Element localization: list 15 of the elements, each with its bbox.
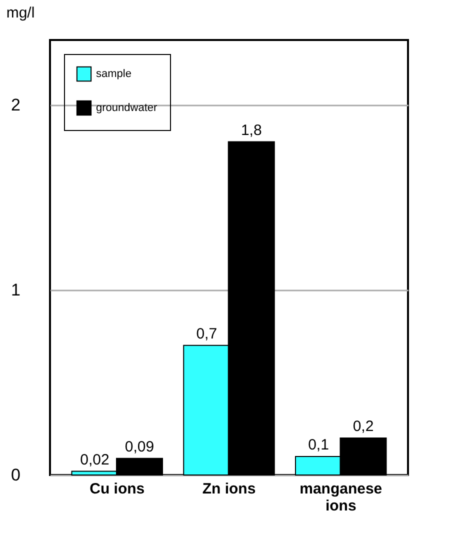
y-axis-title: mg/l (6, 4, 35, 22)
data-label: 0,7 (196, 325, 218, 342)
data-label: 0,02 (80, 451, 110, 468)
data-label: 0,09 (124, 438, 154, 456)
data-label: 0,2 (352, 418, 374, 435)
data-label: 1,8 (240, 122, 262, 139)
y-tick-label: 0 (11, 466, 20, 484)
x-tick-label: manganese ions (300, 480, 382, 514)
legend-label: sample (96, 68, 132, 80)
y-tick-label: 2 (11, 95, 20, 114)
data-label: 0,1 (308, 436, 329, 454)
legend-label: groundwater (96, 102, 158, 114)
x-tick-label: Zn ions (202, 480, 256, 498)
y-tick-label: 1 (11, 280, 20, 300)
x-tick-label: Cu ions (90, 480, 145, 498)
